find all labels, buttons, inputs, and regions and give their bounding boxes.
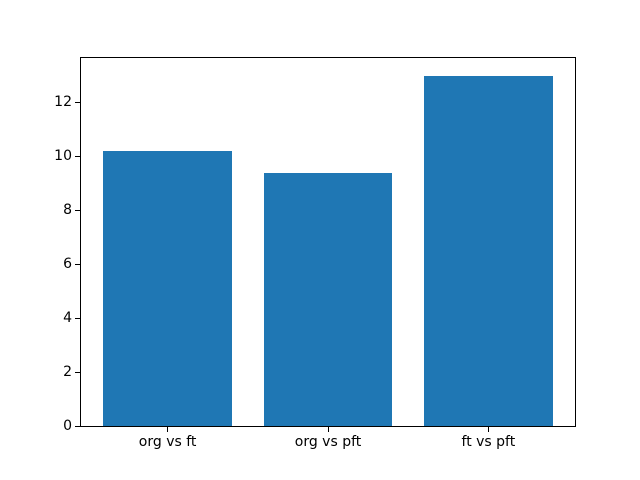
y-tick-label: 0 (63, 418, 72, 434)
bar-org-vs-pft (263, 172, 393, 426)
y-tick-label: 2 (63, 364, 72, 381)
y-tick-label: 6 (63, 256, 72, 273)
y-tick-mark (75, 371, 80, 373)
x-tick-label-org-vs-ft: org vs ft (138, 434, 197, 450)
y-tick-mark (75, 101, 80, 103)
y-tick-mark (75, 155, 80, 157)
y-tick-label: 12 (54, 94, 72, 111)
y-tick-label: 4 (63, 310, 72, 327)
y-tick-mark (75, 317, 80, 319)
y-tick-mark (75, 263, 80, 265)
bar-ft-vs-pft (424, 75, 553, 426)
y-tick-label: 10 (54, 148, 72, 165)
x-tick-mark (167, 427, 169, 432)
x-tick-label-org-vs-pft: org vs pft (294, 434, 362, 450)
x-tick-label-ft-vs-pft: ft vs pft (461, 434, 516, 450)
x-tick-mark (327, 427, 329, 432)
y-tick-mark (75, 209, 80, 211)
y-tick-mark (75, 425, 80, 427)
y-tick-label: 8 (63, 202, 72, 219)
plot-area: 0 2 4 6 8 10 12 org vs ft org vs pft ft vs pft (54, 57, 576, 449)
bar-org-vs-ft (103, 151, 232, 426)
x-tick-mark (487, 427, 489, 432)
